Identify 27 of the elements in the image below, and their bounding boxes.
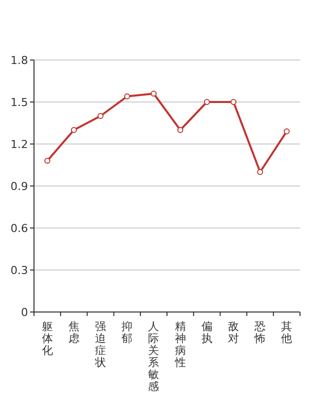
point — [124, 93, 130, 100]
y-tick-label: 0.3 — [10, 264, 28, 277]
x-tick-label: 其他 — [281, 320, 292, 345]
x-tick-label: 焦虑 — [68, 320, 80, 345]
x-tick-label: 偏执 — [201, 320, 212, 345]
point — [204, 99, 210, 105]
point — [70, 127, 77, 133]
y-tick-label: 0.9 — [10, 180, 28, 193]
x-tick-label: 躯体化 — [42, 320, 53, 357]
x-tick-label: 敌对 — [228, 320, 239, 345]
point — [257, 169, 264, 175]
y-tick-label: 0 — [21, 306, 28, 319]
x-tick-label: 精神病性 — [174, 320, 186, 369]
y-tick-label: 1.5 — [10, 96, 28, 109]
y-tick-label: 1.2 — [10, 138, 28, 151]
x-tick-label: 强迫症状 — [94, 320, 106, 369]
point — [177, 127, 184, 133]
x-tick-label: 恐怖 — [254, 320, 266, 345]
point — [230, 99, 236, 105]
point — [44, 158, 50, 164]
point — [98, 113, 104, 119]
x-tick-label: 抑郁 — [122, 320, 133, 345]
point — [284, 128, 290, 134]
x-tick-label: 人际关系敏感 — [148, 320, 160, 393]
point — [150, 90, 157, 97]
y-tick-label: 0.6 — [10, 222, 28, 235]
y-tick-label: 1.8 — [10, 54, 28, 67]
